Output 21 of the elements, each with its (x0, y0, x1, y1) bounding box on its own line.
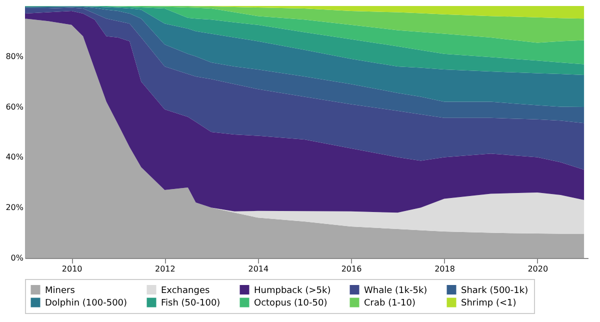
y-tick-label: 40% (6, 152, 24, 162)
y-tick-label: 0% (10, 254, 24, 262)
x-tick-label: 2012 (154, 264, 176, 274)
legend-label: Miners (45, 286, 76, 296)
legend-label: Dolphin (100-500) (45, 298, 128, 308)
x-tick-label: 2010 (62, 264, 82, 274)
x-tick-label: 2014 (248, 264, 269, 274)
legend-label: Fish (50-100) (161, 298, 220, 308)
legend-label: Shark (500-1k) (461, 286, 528, 296)
legend-label: Exchanges (161, 286, 210, 296)
x-tick-label: 2020 (528, 264, 548, 274)
legend-label: Crab (1-10) (364, 298, 416, 308)
legend-label: Shrimp (<1) (461, 298, 516, 308)
y-tick-label: 60% (6, 102, 24, 112)
y-tick-label: 80% (6, 52, 24, 61)
legend-label: Octopus (10-50) (254, 298, 328, 308)
legend-label: Humpback (>5k) (254, 286, 331, 296)
x-tick-label: 2018 (434, 264, 455, 274)
x-tick-label: 2016 (341, 264, 362, 274)
y-tick-label: 20% (6, 203, 24, 212)
legend-label: Whale (1k-5k) (364, 286, 428, 296)
